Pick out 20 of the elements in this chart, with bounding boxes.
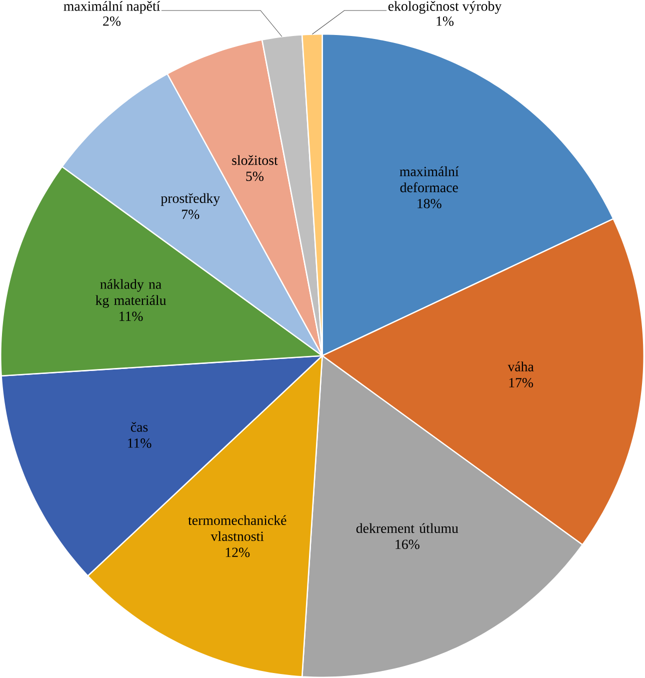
slice-label: termomechanické vlastnosti xyxy=(188,515,286,542)
data-label: 7% xyxy=(182,210,200,220)
data-label: 2% xyxy=(103,16,121,26)
data-label: 11% xyxy=(120,312,143,322)
data-label: 1% xyxy=(436,16,454,26)
slice-label: ekologičnost výroby xyxy=(388,1,502,14)
slice-label: maximální deformace xyxy=(400,166,459,192)
data-label: 16% xyxy=(396,540,420,550)
slice-label: váha xyxy=(508,362,534,372)
slice-label: prostředky xyxy=(161,193,220,206)
slice-label: čas xyxy=(131,422,148,432)
data-label: 18% xyxy=(418,198,442,208)
slice-label: maximální napětí xyxy=(64,1,160,14)
slice-label: náklady na kg materiálu xyxy=(96,279,166,308)
slice-label: složitost xyxy=(232,155,278,165)
data-label: 5% xyxy=(246,172,264,182)
data-label: 11% xyxy=(128,438,152,448)
data-label: 12% xyxy=(226,548,250,558)
data-label: 17% xyxy=(510,378,534,388)
slice-label: dekrement útlumu xyxy=(356,523,458,534)
